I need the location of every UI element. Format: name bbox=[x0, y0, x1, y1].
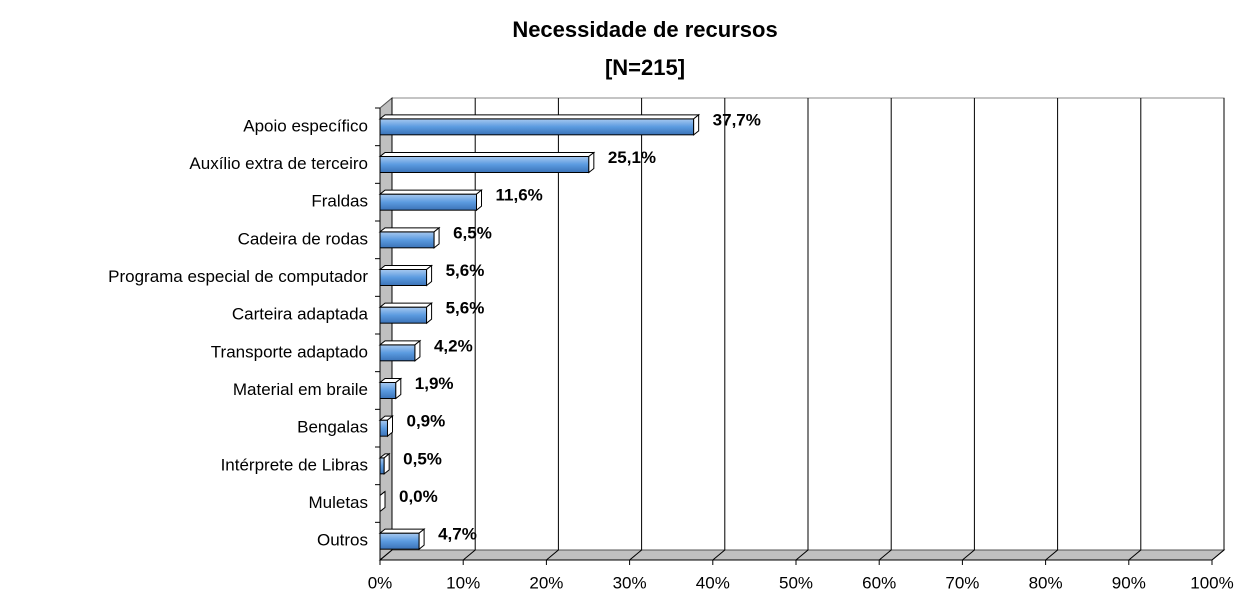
bar-side bbox=[426, 302, 433, 325]
bar bbox=[379, 344, 416, 362]
grid-line bbox=[795, 98, 809, 561]
bar-side bbox=[414, 339, 421, 362]
data-label: 0,0% bbox=[399, 487, 438, 506]
bar-side bbox=[383, 452, 390, 475]
x-tick-label: 70% bbox=[945, 573, 979, 592]
data-label: 11,6% bbox=[496, 186, 543, 205]
grid-line bbox=[379, 98, 393, 561]
y-tick-label: Programa especial de computador bbox=[108, 267, 368, 286]
grid-line bbox=[462, 98, 476, 561]
y-tick-label: Material em braile bbox=[233, 380, 368, 399]
grid-line bbox=[1045, 98, 1059, 561]
y-tick-label: Intérprete de Libras bbox=[221, 455, 368, 474]
data-label: 0,9% bbox=[406, 412, 445, 431]
x-tick-label: 60% bbox=[862, 573, 896, 592]
grid-line bbox=[1211, 98, 1225, 561]
data-label: 25,1% bbox=[608, 148, 656, 167]
bar bbox=[379, 457, 385, 475]
data-label: 5,6% bbox=[446, 261, 485, 280]
bar-top bbox=[378, 302, 434, 308]
bar-side bbox=[379, 490, 386, 513]
data-label: 4,2% bbox=[434, 336, 473, 355]
y-tick-label: Transporte adaptado bbox=[211, 342, 368, 361]
x-tick-label: 10% bbox=[446, 573, 480, 592]
bar-top bbox=[378, 227, 441, 233]
x-tick-label: 30% bbox=[613, 573, 647, 592]
bar-side bbox=[386, 415, 393, 438]
x-tick-label: 90% bbox=[1112, 573, 1146, 592]
bar bbox=[379, 306, 428, 324]
bar bbox=[379, 532, 420, 550]
data-label: 5,6% bbox=[446, 299, 485, 318]
bar-side bbox=[418, 528, 425, 551]
chart-subtitle: [N=215] bbox=[605, 55, 685, 80]
x-tick-label: 0% bbox=[368, 573, 393, 592]
bar-top bbox=[378, 528, 426, 534]
y-tick-label: Cadeira de rodas bbox=[238, 229, 368, 248]
y-tick-label: Bengalas bbox=[297, 418, 368, 437]
bar-top bbox=[378, 189, 483, 195]
data-label: 37,7% bbox=[713, 110, 761, 129]
bar-side bbox=[433, 226, 440, 249]
grid-line bbox=[629, 98, 643, 561]
data-label: 6,5% bbox=[453, 223, 492, 242]
y-tick-label: Fraldas bbox=[311, 192, 368, 211]
y-tick-label: Carteira adaptada bbox=[232, 305, 369, 324]
bar bbox=[379, 419, 388, 437]
bar-top bbox=[378, 152, 596, 157]
x-tick-label: 50% bbox=[779, 573, 813, 592]
grid-line bbox=[546, 98, 559, 561]
bar-top bbox=[378, 265, 434, 270]
data-label: 1,9% bbox=[415, 374, 454, 393]
x-tick-label: 80% bbox=[1029, 573, 1063, 592]
x-tick-label: 20% bbox=[529, 573, 563, 592]
y-tick-label: Apoio específico bbox=[243, 116, 368, 135]
grid-line bbox=[962, 98, 975, 561]
bar-side bbox=[693, 113, 700, 136]
y-tick-label: Outros bbox=[317, 531, 368, 550]
bar bbox=[379, 269, 428, 286]
grid-line bbox=[712, 98, 726, 561]
bar bbox=[379, 231, 435, 249]
bar-side bbox=[588, 151, 595, 174]
bar-side bbox=[395, 377, 402, 400]
x-tick-label: 100% bbox=[1190, 573, 1233, 592]
chart-title: Necessidade de recursos bbox=[512, 17, 777, 42]
grid-line bbox=[878, 98, 892, 561]
bar-top bbox=[378, 114, 701, 120]
bar-side bbox=[476, 189, 483, 212]
bar bbox=[379, 193, 478, 211]
y-tick-label: Muletas bbox=[308, 493, 368, 512]
bar bbox=[379, 118, 695, 136]
data-label: 4,7% bbox=[438, 525, 477, 544]
y-tick-label: Auxílio extra de terceiro bbox=[189, 154, 368, 173]
data-label: 0,5% bbox=[403, 449, 442, 468]
bar bbox=[379, 156, 590, 173]
bar-top bbox=[378, 340, 422, 346]
bar-side bbox=[426, 264, 433, 287]
x-tick-label: 40% bbox=[696, 573, 730, 592]
grid-line bbox=[1128, 98, 1142, 561]
bar bbox=[379, 382, 397, 399]
